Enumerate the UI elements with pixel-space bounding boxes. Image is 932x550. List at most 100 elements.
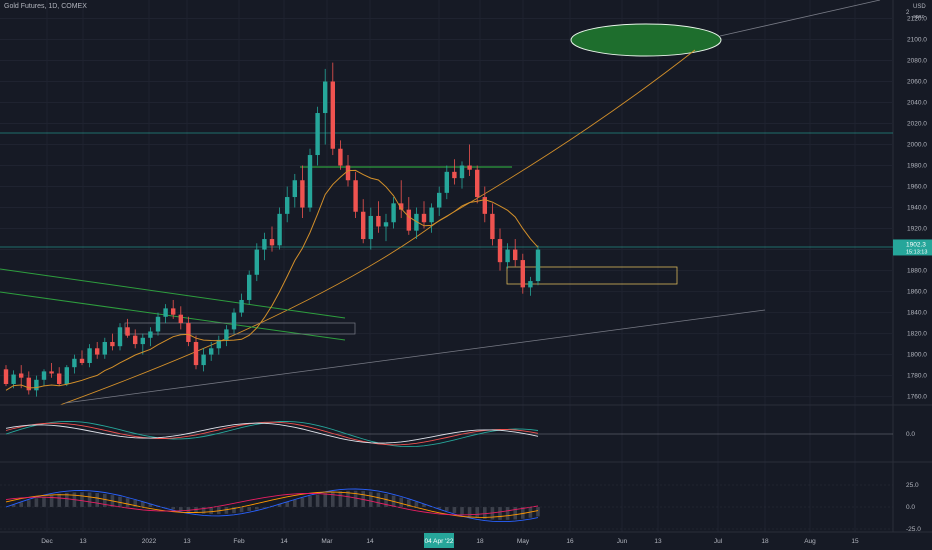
osc2-histogram-bar [80, 492, 84, 507]
osc2-histogram-bar [148, 503, 153, 507]
candle-body-down [330, 81, 335, 149]
candle-body-down [467, 165, 472, 170]
price-tick-label: 2080.0 [907, 58, 927, 65]
current-price-value: 1902.3 [906, 241, 926, 248]
osc2-histogram-bar [445, 507, 449, 511]
osc2-histogram-bar [49, 494, 54, 507]
price-tick-label: 1820.0 [907, 331, 927, 338]
osc2-histogram-bar [513, 507, 517, 520]
corner-number: 2 [906, 10, 910, 16]
trend-line-green-2 [0, 291, 346, 341]
candle-body-down [338, 148, 343, 166]
trend-line-grey-top [719, 0, 881, 37]
osc2-histogram-bar [505, 507, 510, 520]
candle-body-down [452, 171, 457, 179]
osc2-axis-label: 25.0 [906, 482, 919, 489]
candle-body-down [49, 371, 54, 374]
candle-body-down [475, 169, 480, 198]
candle-body-up [307, 155, 313, 208]
osc2-histogram-bar [361, 491, 365, 507]
candle-body-up [368, 215, 373, 240]
date-tick-label: 13 [654, 538, 662, 545]
candle-body-up [155, 316, 161, 332]
price-tick-label: 1800.0 [907, 352, 927, 359]
highlighted-date-box [424, 533, 454, 548]
price-tick-label: 1780.0 [907, 373, 927, 380]
date-tick-label: 18 [761, 538, 769, 545]
range-box-left [124, 322, 356, 335]
candle-body-up [163, 308, 168, 317]
osc2-histogram-bar [118, 496, 122, 507]
highlighted-date-label: 04 Apr '22 [424, 538, 453, 545]
moving-average-line [5, 169, 539, 391]
osc2-histogram-bar [42, 496, 46, 507]
candle-body-down [193, 341, 199, 366]
price-tick-label: 1940.0 [907, 205, 927, 212]
candle-body-up [34, 379, 39, 391]
osc2-histogram-bar [475, 507, 479, 518]
osc2-histogram-bar [209, 507, 213, 515]
osc2-histogram-bar [239, 507, 244, 513]
date-tick-label: 14 [280, 538, 288, 545]
candle-body-up [247, 274, 252, 300]
price-tick-label: 1960.0 [907, 184, 927, 191]
trend-line-grey-bottom [64, 309, 766, 404]
candle-body-up [535, 249, 541, 282]
candle-body-down [110, 341, 115, 347]
date-tick-label: 2022 [142, 538, 157, 545]
candle-body-up [254, 249, 259, 275]
osc2-histogram-bar [171, 507, 175, 510]
osc2-histogram-bar [331, 492, 335, 507]
candle-body-up [72, 358, 77, 368]
candle-body-up [285, 197, 290, 214]
osc2-histogram-bar [399, 497, 403, 507]
date-tick-label: 15 [851, 538, 859, 545]
candle-body-up [429, 207, 434, 223]
osc2-histogram-bar [194, 507, 198, 514]
candle-body-down [57, 373, 62, 384]
osc2-axis-label: 0.0 [906, 504, 915, 511]
osc2-histogram-bar [34, 498, 39, 507]
current-price-countdown: 15:13:13 [906, 249, 927, 255]
osc2-histogram-bar [133, 499, 137, 507]
candle-body-down [421, 213, 427, 223]
osc2-histogram-bar [437, 507, 441, 509]
candle-body-up [315, 113, 320, 156]
date-tick-label: Jul [714, 538, 723, 545]
candle-body-down [133, 335, 138, 345]
osc2-histogram-bar [483, 507, 487, 519]
candle-body-down [79, 358, 85, 363]
date-tick-label: Feb [233, 538, 245, 545]
candle-body-down [171, 308, 176, 315]
price-tick-label: 1880.0 [907, 268, 927, 275]
currency-label: USD [913, 4, 926, 10]
candle-body-down [269, 239, 275, 246]
osc2-line-red [5, 492, 539, 516]
chart-title: Gold Futures, 1D, COMEX [4, 3, 87, 10]
date-tick-label: Dec [41, 538, 53, 545]
candle-body-down [490, 213, 495, 240]
osc2-histogram-bar [414, 501, 419, 507]
candle-body-down [186, 323, 191, 342]
osc2-histogram-bar [255, 507, 259, 510]
price-tick-label: 2040.0 [907, 100, 927, 107]
candle-body-up [216, 339, 221, 349]
osc2-histogram-bar [141, 501, 145, 507]
candle-body-down [345, 165, 351, 181]
candle-body-up [11, 374, 16, 384]
candle-body-up [201, 354, 206, 366]
osc2-histogram-bar [125, 498, 130, 507]
osc1-axis-label: 0.0 [906, 431, 915, 438]
price-tick-label: 2000.0 [907, 142, 927, 149]
osc2-histogram-bar [346, 490, 350, 507]
osc2-histogram-bar [536, 507, 540, 517]
candle-body-down [406, 209, 411, 231]
date-tick-label: 13 [183, 538, 191, 545]
osc2-histogram-bar [498, 507, 502, 520]
osc2-histogram-bar [179, 507, 183, 511]
osc2-histogram-bar [323, 493, 327, 507]
candle-body-down [300, 180, 305, 208]
osc2-histogram-bar [103, 493, 107, 507]
